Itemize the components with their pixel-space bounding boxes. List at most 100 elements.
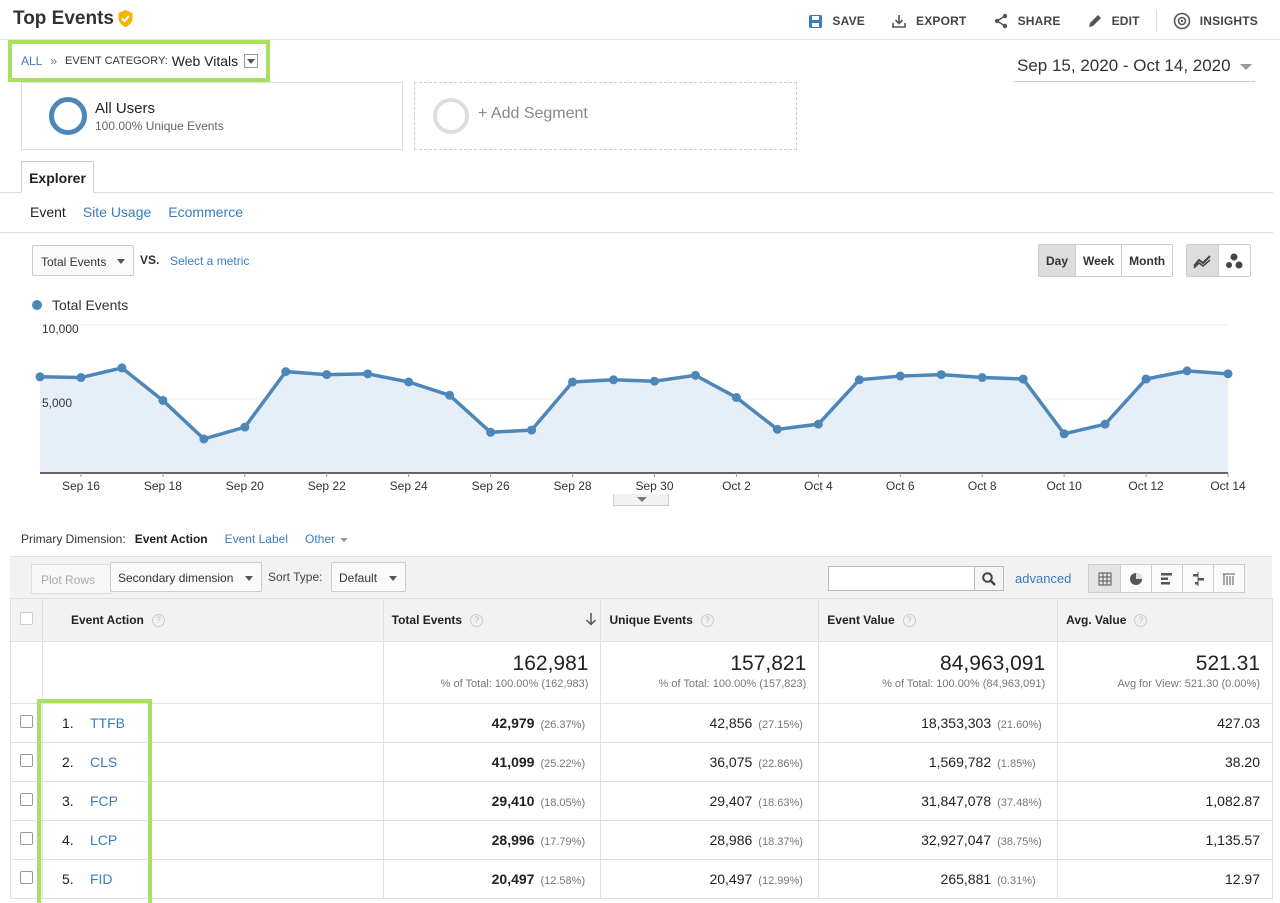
x-tick-label: Sep 22 — [308, 479, 346, 493]
total-events-pct: (25.22%) — [540, 758, 586, 770]
unique-events-pct: (18.63%) — [758, 797, 803, 809]
event-action-link[interactable]: TTFB — [89, 715, 125, 731]
x-tick-label: Sep 18 — [144, 479, 182, 493]
row-checkbox[interactable] — [19, 871, 33, 884]
subtab-site-usage[interactable]: Site Usage — [82, 204, 152, 220]
data-point — [813, 419, 823, 429]
export-button[interactable]: EXPORT — [891, 13, 967, 29]
x-tick-label: Sep 26 — [472, 479, 510, 493]
event-action-link[interactable]: FCP — [89, 793, 118, 809]
row-checkbox[interactable] — [19, 832, 33, 845]
help-icon[interactable]: ? — [151, 614, 165, 628]
sort-type-select[interactable]: Default — [331, 562, 406, 592]
legend-swatch — [32, 300, 42, 310]
data-point — [76, 373, 86, 383]
tab-explorer[interactable]: Explorer — [21, 161, 94, 193]
table-view-toggle — [1088, 564, 1245, 593]
table-header-row: Event Action? Total Events? Unique Event… — [10, 598, 1273, 642]
row-checkbox[interactable] — [19, 793, 33, 806]
col-header-avg-value[interactable]: Avg. Value? — [1057, 598, 1273, 642]
data-point — [609, 375, 619, 385]
help-icon[interactable]: ? — [1134, 614, 1148, 628]
total-events-cell: 20,497 (12.58%) — [382, 859, 602, 899]
collapse-chart-button[interactable] — [613, 494, 669, 506]
data-point — [895, 371, 905, 381]
col-header-label: Total Events — [391, 612, 463, 627]
event-value-cell: 31,847,078 (37.48%) — [818, 781, 1059, 821]
vs-label: VS. — [140, 253, 160, 267]
sort-type-value: Default — [339, 571, 378, 585]
col-header-label: Avg. Value — [1066, 612, 1127, 627]
motion-chart-button[interactable] — [1219, 245, 1250, 276]
x-tick-label: Oct 14 — [1210, 479, 1246, 493]
advanced-filter-link[interactable]: advanced — [1015, 571, 1072, 586]
breadcrumb: ALL » EVENT CATEGORY: Web Vitals — [8, 40, 270, 82]
granularity-day-button[interactable]: Day — [1039, 245, 1076, 276]
select-all-checkbox[interactable] — [20, 612, 33, 625]
subtab-event[interactable]: Event — [30, 204, 66, 220]
chevron-down-icon — [1240, 64, 1252, 70]
total-sub: Avg for View: 521.30 (0.00%) — [1117, 678, 1260, 690]
row-checkbox[interactable] — [19, 715, 33, 728]
total-events-value: 20,497 — [491, 871, 535, 887]
comparison-view-button[interactable] — [1182, 565, 1213, 592]
event-action-link[interactable]: FID — [89, 871, 113, 887]
metric-select[interactable]: Total Events — [32, 245, 134, 276]
total-events-cell: 29,410 (18.05%) — [382, 781, 602, 821]
share-button[interactable]: SHARE — [993, 13, 1061, 29]
chart-type-toggle — [1186, 244, 1251, 277]
col-header-event-action[interactable]: Event Action? — [41, 598, 384, 642]
plot-rows-button[interactable]: Plot Rows — [31, 564, 111, 594]
segment-ring-icon — [49, 97, 87, 135]
event-action-cell: 4. LCP — [41, 820, 384, 860]
event-action-link[interactable]: LCP — [89, 832, 118, 848]
secondary-dimension-label: Secondary dimension — [118, 571, 234, 585]
event-action-link[interactable]: CLS — [89, 754, 118, 770]
select-metric-link[interactable]: Select a metric — [170, 254, 250, 268]
x-tick-label: Oct 12 — [1128, 479, 1164, 493]
granularity-month-button[interactable]: Month — [1121, 245, 1172, 276]
y-tick-label: 5,000 — [42, 396, 72, 410]
event-value-cell: 265,881 (0.31%) — [818, 859, 1059, 899]
secondary-dimension-select[interactable]: Secondary dimension — [110, 562, 262, 592]
dimension-event-label[interactable]: Event Label — [224, 532, 288, 546]
line-chart-button[interactable] — [1187, 245, 1219, 276]
x-tick-label: Sep 30 — [635, 479, 673, 493]
pie-chart-icon — [1130, 572, 1142, 585]
pivot-view-button[interactable] — [1213, 565, 1244, 592]
col-header-unique-events[interactable]: Unique Events? — [600, 598, 820, 642]
col-header-event-value[interactable]: Event Value? — [818, 598, 1059, 642]
search-button[interactable] — [974, 566, 1004, 591]
data-table-view-button[interactable] — [1089, 565, 1120, 592]
table-search-input[interactable] — [828, 566, 976, 591]
save-icon — [809, 14, 823, 28]
pie-view-button[interactable] — [1120, 565, 1151, 592]
help-icon[interactable]: ? — [700, 614, 714, 628]
table-toolbar: Plot Rows Secondary dimension Sort Type:… — [10, 556, 1272, 598]
col-header-total-events[interactable]: Total Events? — [382, 598, 602, 642]
edit-button[interactable]: EDIT — [1087, 13, 1140, 29]
category-dropdown-button[interactable] — [244, 54, 259, 68]
total-value: 162,981 — [512, 652, 589, 675]
export-label: EXPORT — [916, 14, 967, 28]
breadcrumb-all-link[interactable]: ALL — [21, 54, 43, 68]
events-table: Event Action? Total Events? Unique Event… — [10, 598, 1273, 899]
x-tick-label: Oct 6 — [886, 479, 915, 493]
help-icon[interactable]: ? — [470, 614, 484, 628]
subtab-ecommerce[interactable]: Ecommerce — [168, 204, 243, 220]
dimension-other-dropdown[interactable]: Other — [305, 532, 348, 546]
insights-button[interactable]: INSIGHTS — [1173, 12, 1258, 30]
save-button[interactable]: SAVE — [808, 14, 865, 29]
date-range-picker[interactable]: Sep 15, 2020 - Oct 14, 2020 — [1014, 52, 1255, 82]
download-icon — [892, 15, 906, 28]
add-segment-button[interactable]: + Add Segment — [414, 82, 797, 150]
chart-legend: Total Events — [32, 297, 128, 313]
help-icon[interactable]: ? — [902, 614, 916, 628]
row-checkbox[interactable] — [19, 754, 33, 767]
granularity-week-button[interactable]: Week — [1075, 245, 1121, 276]
dimension-event-action[interactable]: Event Action — [134, 532, 208, 546]
segment-all-users[interactable]: All Users 100.00% Unique Events — [21, 82, 403, 150]
performance-view-button[interactable] — [1151, 565, 1182, 592]
total-value: 157,821 — [730, 652, 807, 675]
data-point — [649, 376, 659, 386]
